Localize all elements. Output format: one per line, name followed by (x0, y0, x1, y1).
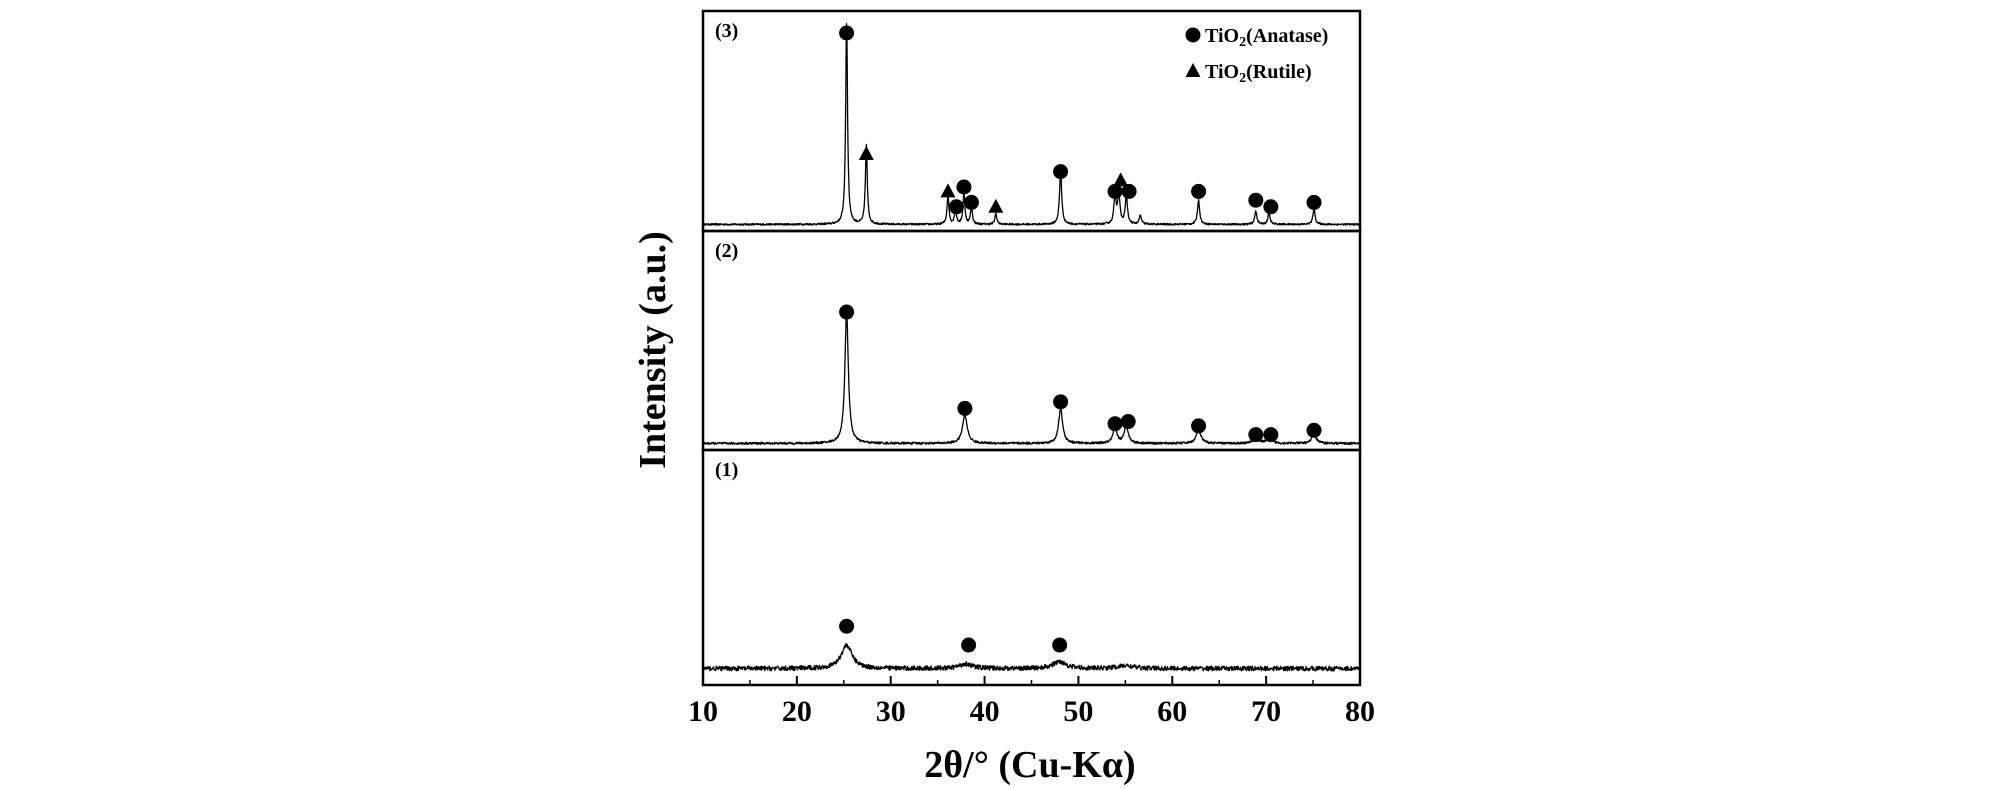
legend: TiO2(Anatase) TiO2(Rutile) (1185, 25, 1328, 86)
x-tick-label: 80 (1345, 695, 1375, 728)
rutile-marker (940, 183, 956, 198)
x-tick-label: 40 (970, 695, 1000, 728)
anatase-marker (1248, 427, 1264, 443)
panel-label: (2) (715, 240, 738, 262)
panel-label: (1) (715, 459, 738, 481)
x-tick-label: 10 (688, 695, 718, 728)
legend-rutile-marker (1185, 63, 1201, 77)
x-tick-label: 60 (1157, 695, 1187, 728)
anatase-marker (839, 25, 855, 41)
anatase-marker (1191, 418, 1207, 434)
x-tick-label: 50 (1063, 695, 1093, 728)
legend-item-anatase: TiO2(Anatase) (1185, 25, 1328, 50)
anatase-marker (839, 618, 855, 634)
anatase-marker (1053, 164, 1069, 180)
panel-frame (701, 448, 1362, 687)
xrd-trace (702, 23, 1360, 226)
legend-label: TiO2(Anatase) (1205, 25, 1328, 50)
anatase-marker (1107, 416, 1123, 432)
panel-label: (3) (715, 20, 738, 42)
xrd-trace (702, 642, 1360, 672)
anatase-marker (1263, 199, 1279, 215)
rutile-marker (1113, 172, 1129, 187)
anatase-marker (1306, 194, 1322, 210)
x-axis: 10 20 30 40 50 60 70 80 (688, 676, 1375, 728)
anatase-marker (1120, 414, 1136, 430)
anatase-marker (1306, 422, 1322, 438)
panel-3: (1) (701, 448, 1362, 687)
anatase-marker (963, 194, 979, 210)
anatase-marker (948, 199, 964, 215)
panels-layer: (3) (2) (1) (701, 9, 1362, 687)
anatase-marker (1052, 637, 1068, 653)
y-axis-title: Intensity (a.u.) (632, 231, 674, 469)
anatase-marker (1191, 183, 1207, 199)
anatase-marker (1263, 427, 1279, 443)
anatase-marker (956, 179, 972, 195)
rutile-marker (988, 198, 1004, 213)
x-tick-label: 20 (782, 695, 812, 728)
legend-anatase-marker (1185, 27, 1201, 43)
x-tick-label: 30 (876, 695, 906, 728)
rutile-marker (858, 146, 874, 160)
anatase-marker (1107, 183, 1123, 199)
x-tick-label: 70 (1251, 695, 1281, 728)
anatase-marker (1053, 394, 1069, 410)
anatase-marker (1121, 183, 1137, 199)
xrd-trace (703, 311, 1360, 446)
anatase-marker (1248, 192, 1264, 208)
legend-item-rutile: TiO2(Rutile) (1185, 61, 1312, 86)
x-axis-title: 2θ/° (Cu-Kα) (924, 744, 1135, 786)
legend-label: TiO2(Rutile) (1205, 61, 1312, 86)
panel-frame (701, 229, 1362, 452)
panel-2: (2) (701, 229, 1362, 452)
anatase-marker (961, 637, 977, 653)
anatase-marker (839, 304, 855, 320)
anatase-marker (957, 400, 973, 416)
